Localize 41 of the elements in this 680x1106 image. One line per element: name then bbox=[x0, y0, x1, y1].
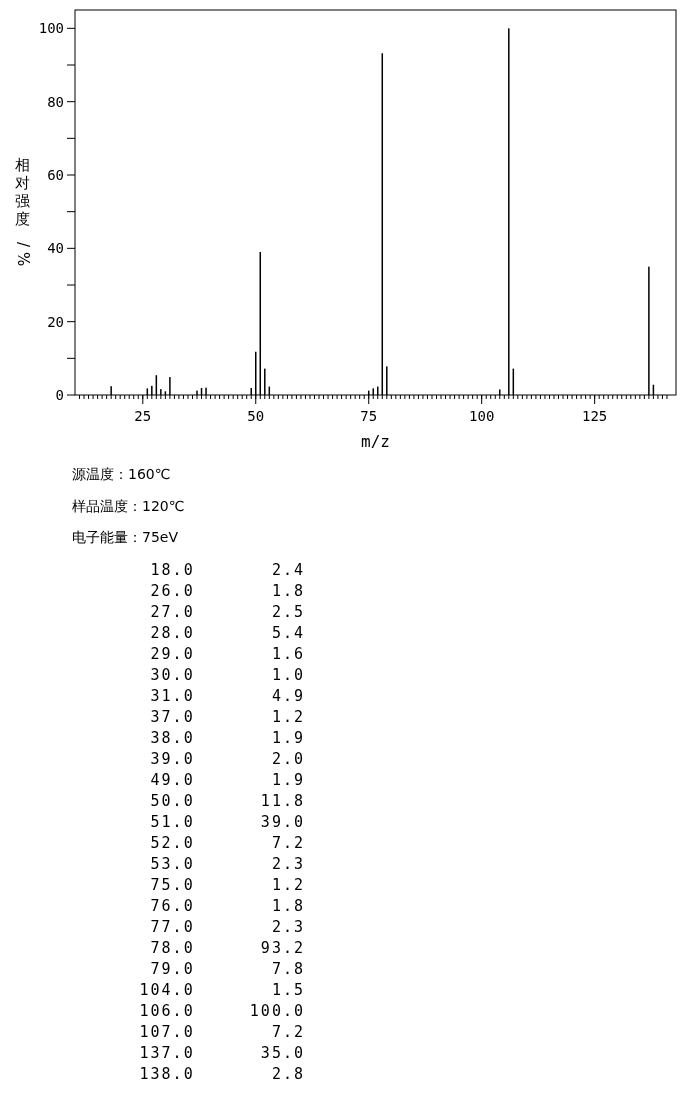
y-axis-title: 相对强度/% bbox=[14, 156, 32, 267]
text: 138.0 2.8 bbox=[139, 1065, 305, 1083]
text: 31.0 4.9 bbox=[150, 687, 305, 705]
text: 77.0 2.3 bbox=[150, 918, 305, 936]
text: 18.0 2.4 bbox=[150, 561, 305, 579]
text: 样品温度：120℃ bbox=[72, 497, 185, 514]
text: 78.0 93.2 bbox=[150, 939, 305, 957]
text: 50.0 11.8 bbox=[150, 792, 305, 810]
text: 104.0 1.5 bbox=[139, 981, 305, 999]
text: 27.0 2.5 bbox=[150, 603, 305, 621]
text: 源温度：160℃ bbox=[72, 466, 171, 482]
text: 79.0 7.8 bbox=[150, 960, 305, 978]
text: 137.0 35.0 bbox=[139, 1044, 305, 1062]
x-tick-label: 100 bbox=[469, 408, 495, 424]
text: 53.0 2.3 bbox=[150, 855, 305, 873]
text: 52.0 7.2 bbox=[150, 834, 305, 852]
y-tick-label: 100 bbox=[38, 20, 64, 37]
text: 49.0 1.9 bbox=[150, 771, 305, 789]
text: 75.0 1.2 bbox=[150, 876, 305, 894]
y-tick-label: 20 bbox=[47, 313, 64, 330]
text: 38.0 1.9 bbox=[150, 729, 305, 747]
text: 106.0 100.0 bbox=[139, 1002, 305, 1020]
y-tick-label: 0 bbox=[55, 387, 64, 403]
text: 26.0 1.8 bbox=[150, 582, 305, 600]
y-tick-label: 80 bbox=[47, 93, 64, 110]
text: 29.0 1.6 bbox=[150, 645, 305, 663]
text: 28.0 5.4 bbox=[150, 624, 305, 642]
x-tick-label: 125 bbox=[582, 408, 608, 424]
x-tick-label: 50 bbox=[247, 408, 265, 424]
y-tick-label: 60 bbox=[47, 167, 64, 183]
y-tick-label: 40 bbox=[47, 240, 64, 257]
text: 39.0 2.0 bbox=[150, 750, 305, 768]
x-axis-title: m/z bbox=[361, 432, 390, 451]
x-tick-label: 75 bbox=[360, 408, 378, 424]
text: 51.0 39.0 bbox=[150, 813, 305, 831]
x-tick-label: 25 bbox=[134, 408, 152, 424]
text: 76.0 1.8 bbox=[150, 897, 305, 915]
text: 107.0 7.2 bbox=[139, 1023, 305, 1041]
text: 30.0 1.0 bbox=[150, 666, 305, 684]
text: 电子能量：75eV bbox=[72, 529, 179, 545]
text: 37.0 1.2 bbox=[150, 708, 305, 726]
